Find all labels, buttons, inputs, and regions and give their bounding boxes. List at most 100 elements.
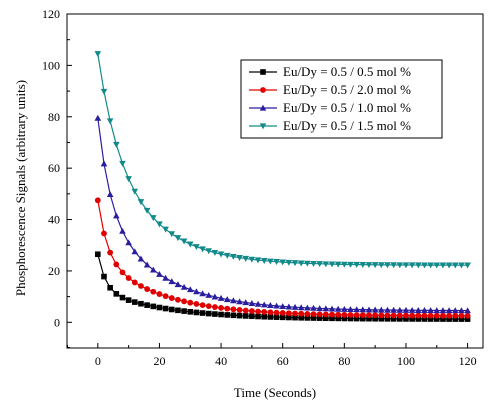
data-point: [218, 304, 224, 311]
data-point: [125, 297, 132, 303]
data-point: [304, 304, 311, 311]
data-point: [199, 302, 206, 308]
data-point: [297, 260, 305, 267]
data-point: [125, 239, 132, 246]
data-point: [291, 303, 299, 310]
data-point: [433, 316, 440, 322]
series-line: [97, 117, 468, 312]
legend-item: Eu/Dy = 0.5 / 2.0 mol %: [249, 82, 411, 97]
data-point: [292, 310, 298, 317]
data-point: [464, 262, 471, 269]
data-point: [267, 314, 274, 320]
data-point: [359, 262, 367, 268]
data-point: [113, 261, 120, 268]
data-point: [174, 281, 182, 288]
data-point: [464, 316, 471, 322]
data-point: [427, 316, 434, 322]
data-point: [181, 308, 187, 314]
data-point: [106, 118, 114, 125]
data-point: [421, 307, 428, 313]
data-point: [156, 270, 163, 277]
data-point: [137, 255, 145, 262]
data-point: [334, 305, 342, 312]
x-tick-label: 0: [95, 354, 101, 368]
data-point: [187, 299, 194, 306]
legend: Eu/Dy = 0.5 / 0.5 mol % Eu/Dy = 0.5 / 2.0…: [240, 59, 443, 139]
data-point: [347, 312, 354, 318]
data-point: [273, 314, 280, 320]
data-point: [365, 262, 373, 269]
data-point: [279, 303, 287, 310]
data-point: [230, 312, 237, 319]
data-point: [254, 300, 262, 307]
data-point: [168, 231, 176, 238]
data-point: [193, 244, 200, 251]
data-point: [143, 207, 151, 214]
data-point: [285, 259, 293, 266]
data-point: [304, 311, 311, 317]
data-point: [378, 306, 385, 313]
data-point: [180, 283, 188, 290]
data-point: [230, 306, 237, 313]
data-point: [236, 312, 243, 319]
data-point: [113, 291, 120, 297]
data-point: [421, 316, 428, 322]
axes: 0 20 40 60 80 100 120 0 20 40 60 80 100 120: [42, 7, 484, 368]
data-point: [353, 306, 360, 313]
data-point: [186, 241, 194, 248]
data-point: [310, 315, 317, 321]
data-point: [236, 307, 243, 313]
data-point: [94, 114, 102, 121]
data-point: [341, 311, 348, 318]
data-point: [366, 315, 372, 322]
data-point: [113, 212, 120, 219]
y-tick-label: 20: [48, 264, 60, 278]
y-tick-label: 60: [48, 161, 60, 175]
data-point: [414, 307, 422, 313]
data-point: [292, 314, 298, 321]
data-point: [218, 311, 224, 318]
data-point: [310, 304, 317, 311]
x-tick-label: 40: [215, 354, 227, 368]
data-point: [378, 312, 385, 319]
data-point: [131, 248, 139, 255]
data-point: [384, 316, 391, 322]
data-point: [168, 295, 175, 301]
data-point: [242, 299, 250, 306]
data-point: [131, 299, 138, 305]
data-point: [384, 312, 391, 319]
data-point: [273, 259, 280, 265]
x-tick-label: 80: [338, 354, 350, 368]
data-point: [162, 274, 169, 281]
data-point: [304, 315, 311, 321]
data-point: [260, 301, 268, 308]
data-point: [366, 312, 372, 319]
data-point: [452, 312, 459, 319]
data-point: [174, 235, 182, 242]
data-point: [162, 226, 169, 233]
data-point: [371, 306, 379, 313]
data-point: [248, 300, 256, 306]
data-point: [458, 312, 465, 319]
data-point: [279, 310, 286, 316]
data-point: [384, 306, 391, 313]
legend-marker: [260, 87, 266, 93]
y-tick-label: 40: [48, 213, 60, 227]
data-point: [205, 310, 212, 317]
data-point: [316, 305, 323, 312]
x-axis-label: Time (Seconds): [234, 385, 316, 400]
data-point: [101, 230, 107, 237]
data-point: [180, 238, 188, 245]
series-1: [95, 251, 471, 322]
data-point: [421, 262, 428, 269]
data-point: [464, 312, 471, 319]
data-point: [230, 297, 237, 304]
data-point: [439, 307, 447, 314]
data-point: [254, 257, 262, 264]
y-tick-label: 80: [48, 110, 60, 124]
data-point: [286, 314, 292, 321]
data-point: [297, 304, 305, 311]
data-point: [445, 262, 453, 269]
data-point: [372, 315, 378, 322]
data-point: [408, 262, 416, 269]
